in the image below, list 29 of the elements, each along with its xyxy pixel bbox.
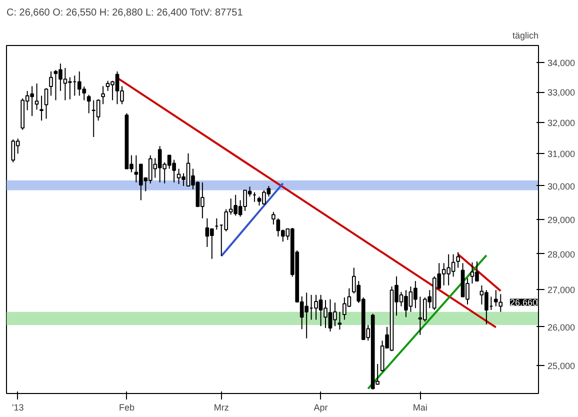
x-tick-label: Feb [118,402,134,412]
candlestick [101,86,105,105]
candlestick [338,311,342,330]
y-tick-label: 26,000 [548,322,576,332]
y-tick-label: 28,000 [548,249,576,260]
y-tick-label: 30,000 [548,181,576,192]
y-tick-label: 31,000 [548,149,576,160]
text: täglich [512,30,538,40]
candlestick [40,95,44,122]
y-tick-label: 32,000 [548,118,576,128]
y-tick-label: 34,000 [548,58,576,68]
x-tick-label: Apr [314,402,328,412]
y-tick-label: 27,000 [548,285,576,296]
candlestick [210,228,214,260]
candlestick [49,70,53,96]
y-tick-label: 33,000 [548,88,576,98]
chart-title: C: 26,660 O: 26,550 H: 26,880 L: 26,400 TotV: 87751 [6,8,244,18]
x-tick-label: Mrz [214,402,230,412]
y-tick-label: 25,000 [548,361,576,372]
x-tick-label: '13 [12,402,24,412]
y-tick-label: 29,000 [548,214,576,225]
candlestick [34,83,39,110]
text: 26,660 [510,298,538,308]
candlestick [92,100,96,138]
candlestick [86,94,91,114]
candlestick [272,211,276,225]
x-tick-label: Mai [412,402,428,412]
candlestick [44,88,48,120]
candlestick [456,252,460,268]
